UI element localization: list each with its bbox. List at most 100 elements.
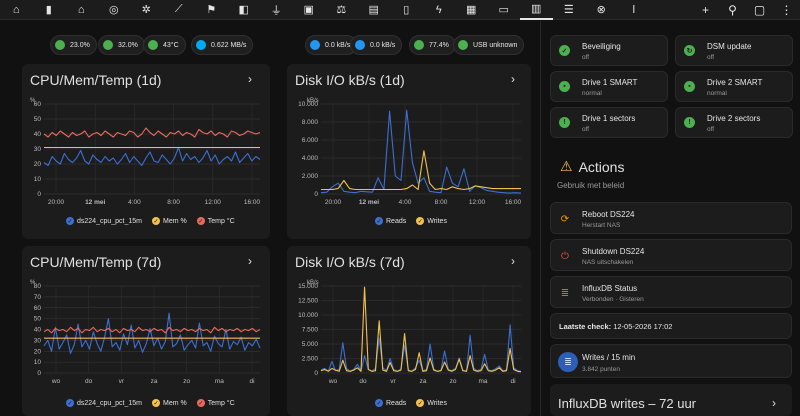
server-icon[interactable]: ☰ [563,4,574,16]
search-icon[interactable]: ⚲ [728,3,737,17]
button-subtitle: 3.842 punten [582,366,620,373]
y-tick-label: 70 [34,294,42,301]
chip-value: 23.0% [70,41,90,49]
y-tick-label: 40 [34,131,42,138]
dsm-update-tile[interactable]: ↻ DSM update off [675,35,793,66]
battery-charging-icon[interactable]: ▯ [403,4,410,16]
drive2-sectors-tile[interactable]: ! Drive 2 sectors off [675,107,793,138]
ev-plug-icon[interactable]: ⏚ [270,4,282,17]
legend-item[interactable]: ✓ Temp °C [196,399,235,407]
legend-item[interactable]: ✓ ds224_cpu_pct_15m [66,217,142,225]
legend-item[interactable]: ✓ Temp °C [196,217,235,225]
writes-tile[interactable]: ≣ Writes / 15 min 3.842 punten [550,344,792,378]
chevron-right-icon[interactable]: › [772,396,776,410]
drive2-smart-tile[interactable]: ▪ Drive 2 SMART normal [675,71,793,102]
flash-icon[interactable]: ϟ [435,3,442,16]
legend-item[interactable]: ✓ ds224_cpu_pct_15m [66,399,142,407]
x-tick-label: 12:00 [469,199,486,206]
sun-cog-icon[interactable]: ✲ [141,4,151,16]
calendar-check-icon[interactable]: ▦ [466,4,477,16]
shutdown-button[interactable]: ⏻ Shutdown DS224 NAS uitschakelen [550,239,792,271]
button-subtitle: Herstart NAS [582,222,621,229]
chevron-right-icon[interactable]: › [511,72,515,86]
card-title: Disk I/O kB/s (7d) [295,254,405,270]
chevron-right-icon[interactable]: › [511,254,515,268]
y-tick-label: 6.000 [302,137,319,144]
cpu-1d-card[interactable]: CPU/Mem/Temp (1d) › % 0 10 20 30 40 50 60 20:00 1… [22,64,270,239]
legend-label: Reads [386,399,407,407]
legend-item[interactable]: ✓ Mem % [152,217,187,225]
legend-item[interactable]: ✓ Reads [375,217,406,225]
legend-item[interactable]: ✓ Writes [416,399,447,407]
series-line [320,286,522,373]
legend-label: ds224_cpu_pct_15m [77,217,142,225]
check-icon: ✓ [66,399,74,407]
axis-unit-label: kB/s [307,280,319,286]
volume-chip[interactable]: 77.4% [409,35,456,55]
warning-icon: ⚠ [560,158,573,174]
radar-icon[interactable]: ◎ [108,4,119,16]
power-icon: ⏻ [561,250,569,262]
legend-item[interactable]: ✓ Mem % [152,399,187,407]
disk-write-chip[interactable]: 0.0 kB/s [350,35,403,55]
disk-1d-card[interactable]: Disk I/O kB/s (1d) › kB/s 0 2.000 4.000 6.00… [287,64,531,239]
influxdb-status-tile[interactable]: ≣ InfluxDB Status Verbonden · Gisteren [550,276,792,308]
y-tick-label: 5.000 [302,341,319,348]
reboot-button[interactable]: ⟳ Reboot DS224 Herstart NAS [550,202,792,234]
button-subtitle: NAS uitschakelen [582,259,634,266]
thermometer-icon[interactable]: ǀ [632,3,636,16]
x-tick-label: za [151,378,158,385]
security-tile[interactable]: ✓ Beveiliging off [550,35,668,66]
nas-icon[interactable]: ▥ [520,0,553,20]
chevron-right-icon[interactable]: › [248,72,252,86]
x-tick-label: 4:00 [399,199,412,206]
monitor-dashboard-icon[interactable]: ▭ [498,4,509,16]
drive1-sectors-tile[interactable]: ! Drive 1 sectors off [550,107,668,138]
button-title: Shutdown DS224 [582,247,645,256]
influx-writes-card[interactable]: InfluxDB writes – 72 uur › [550,384,792,416]
y-tick-label: 80 [34,283,42,290]
series-line [320,324,522,372]
close-circle-icon[interactable]: ⊗ [596,4,606,16]
drive1-smart-tile[interactable]: ▪ Drive 1 SMART normal [550,71,668,102]
tile-title: Drive 1 SMART [582,78,638,87]
assist-icon[interactable]: ▢ [753,3,766,17]
y-tick-label: 2.500 [302,356,319,363]
add-icon[interactable]: + [701,3,709,17]
legend-label: Temp °C [207,217,235,225]
chevron-right-icon[interactable]: › [248,254,252,268]
remote-icon[interactable]: ▮ [45,4,52,16]
chip-value: 43°C [163,41,179,49]
scale-icon[interactable]: ⚖ [336,4,347,16]
more-vert-icon[interactable]: ⋮ [780,3,793,17]
tile-title: DSM update [707,42,752,51]
home-icon[interactable]: ⌂ [12,3,20,16]
disk-7d-card[interactable]: Disk I/O kB/s (7d) › kB/s 0 2.500 5.000 7.50… [287,246,531,416]
disk-read-chip[interactable]: 0.0 kB/s [305,35,358,55]
temp-chip[interactable]: 43°C [143,35,186,55]
check-icon: ✓ [152,399,160,407]
database-icon: ≣ [558,352,578,372]
legend-item[interactable]: ✓ Writes [416,217,447,225]
usb-chip[interactable]: USB unknown [453,35,525,55]
cash-icon[interactable]: ▤ [368,4,379,16]
legend-label: Temp °C [207,399,235,407]
legend-item[interactable]: ✓ Reads [375,399,406,407]
house-icon[interactable]: ⌂ [77,3,85,16]
chart-line-icon[interactable]: ⟋ [174,3,183,15]
cpu-chip[interactable]: 23.0% [50,35,97,55]
cctv-icon[interactable]: ◧ [238,4,249,16]
legend-label: ds224_cpu_pct_15m [77,399,142,407]
network-chip[interactable]: 0.622 MB/s [191,35,254,55]
y-tick-label: 10.000 [298,312,318,319]
car-battery-icon[interactable]: ▣ [303,4,314,16]
cpu-7d-card[interactable]: CPU/Mem/Temp (7d) › % 0 10 20 30 40 50 60 70 80 wo… [22,246,270,416]
memory-chip[interactable]: 32.0% [98,35,145,55]
tile-state: off [582,54,590,61]
database-icon: ≣ [560,287,570,299]
x-tick-label: 12 mei [359,199,379,206]
card-title: Disk I/O kB/s (1d) [295,72,405,88]
x-tick-label: zo [183,378,190,385]
flag-icon[interactable]: ⚑ [206,4,217,16]
